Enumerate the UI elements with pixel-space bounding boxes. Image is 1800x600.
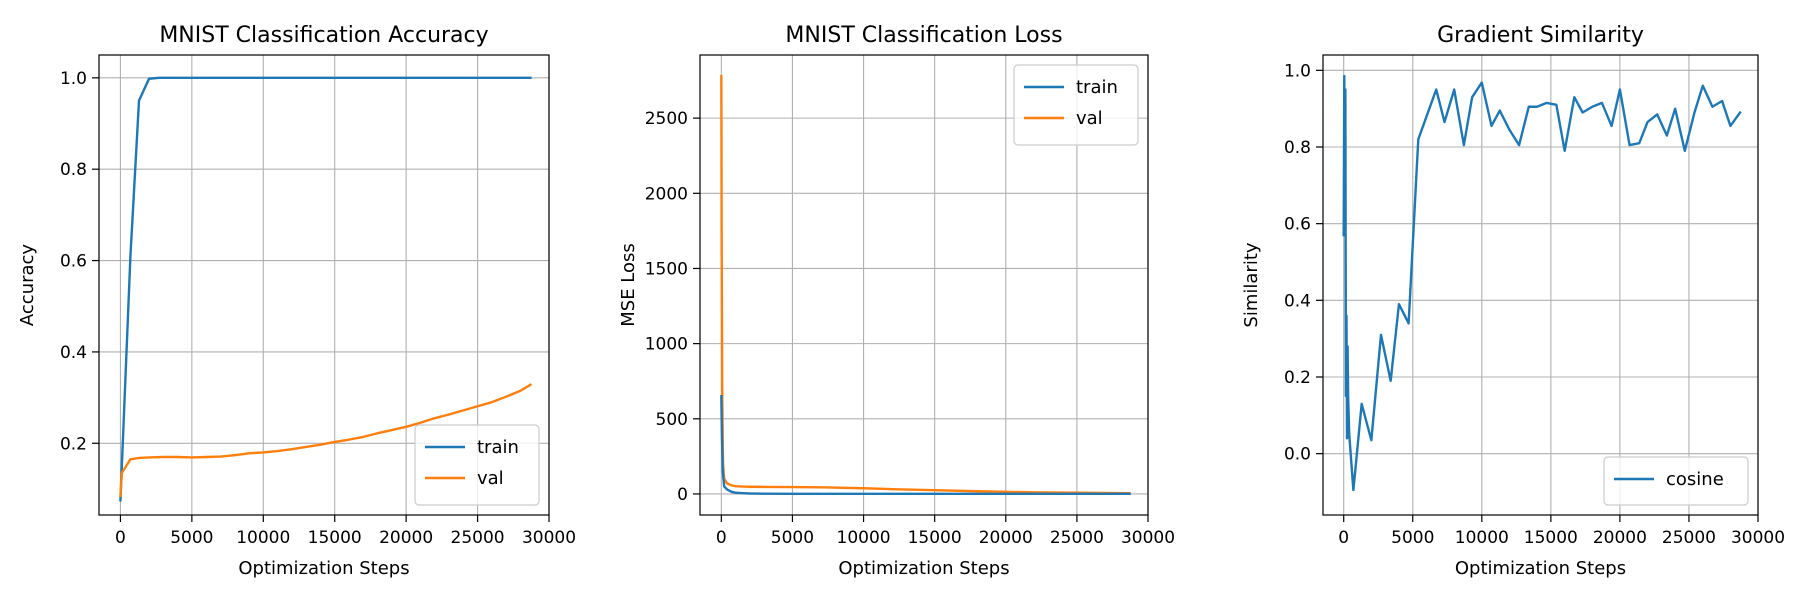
y-tick-label: 1500 bbox=[645, 259, 688, 279]
legend: train val bbox=[1013, 64, 1139, 146]
y-tick-label: 0.8 bbox=[1284, 138, 1311, 158]
y-tick-label: 2500 bbox=[645, 109, 688, 129]
plot-frame bbox=[1322, 54, 1759, 516]
series-group bbox=[720, 74, 1131, 495]
y-tick-label: 1.0 bbox=[1284, 61, 1311, 81]
x-tick-label: 20000 bbox=[979, 528, 1033, 548]
x-axis-label: Optimization Steps bbox=[1455, 558, 1626, 579]
x-tick-label: 10000 bbox=[837, 528, 891, 548]
y-tick-label: 0.2 bbox=[60, 434, 87, 454]
y-axis-label: MSE Loss bbox=[618, 243, 639, 327]
x-tick-label: 20000 bbox=[379, 528, 433, 548]
chart-title: MNIST Classification Loss bbox=[785, 23, 1062, 48]
x-tick-label: 10000 bbox=[236, 528, 290, 548]
x-tick-label: 15000 bbox=[908, 528, 962, 548]
y-tick-label: 0.2 bbox=[1284, 368, 1311, 388]
y-tick-label: 0.8 bbox=[60, 160, 87, 180]
legend-label-val: val bbox=[477, 468, 504, 489]
series-group bbox=[1342, 74, 1742, 492]
x-tick-label: 5000 bbox=[771, 528, 814, 548]
series-line-val bbox=[119, 383, 533, 498]
x-tick-label: 5000 bbox=[170, 528, 213, 548]
x-tick-label: 25000 bbox=[1050, 528, 1104, 548]
x-tick-label: 30000 bbox=[1121, 528, 1175, 548]
y-axis-label: Accuracy bbox=[17, 244, 38, 327]
x-axis-label: Optimization Steps bbox=[838, 558, 1009, 579]
x-tick-label: 0 bbox=[716, 528, 727, 548]
legend-label-val: val bbox=[1076, 108, 1103, 129]
accuracy-chart: MNIST Classification Accuracy Optimizati… bbox=[17, 23, 576, 579]
x-tick-label: 5000 bbox=[1391, 528, 1434, 548]
y-tick-label: 0.4 bbox=[1284, 291, 1311, 311]
x-tick-label: 15000 bbox=[1524, 528, 1578, 548]
y-tick-label: 500 bbox=[656, 410, 688, 430]
x-tick-label: 20000 bbox=[1593, 528, 1647, 548]
series-line-train bbox=[720, 395, 1131, 495]
y-tick-label: 1000 bbox=[645, 335, 688, 355]
loss-chart: MNIST Classification Loss Optimization S… bbox=[618, 23, 1175, 579]
y-tick-label: 1.0 bbox=[60, 69, 87, 89]
legend-box bbox=[414, 424, 540, 506]
legend-label-train: train bbox=[1076, 77, 1118, 98]
legend: cosine bbox=[1603, 456, 1749, 506]
legend-label-cosine: cosine bbox=[1666, 469, 1724, 490]
legend-box bbox=[1603, 456, 1749, 506]
x-tick-label: 15000 bbox=[308, 528, 362, 548]
y-tick-label: 0 bbox=[677, 485, 688, 505]
series-line-cosine bbox=[1342, 74, 1742, 492]
legend-box bbox=[1013, 64, 1139, 146]
y-tick-label: 0.6 bbox=[60, 252, 87, 272]
y-tick-label: 0.4 bbox=[60, 343, 87, 363]
x-tick-label: 10000 bbox=[1455, 528, 1509, 548]
gradient-similarity-chart: Gradient Similarity Optimization Steps S… bbox=[1241, 23, 1785, 579]
legend-label-train: train bbox=[477, 437, 519, 458]
y-tick-label: 0.0 bbox=[1284, 445, 1311, 465]
series-line-train bbox=[119, 76, 532, 502]
x-tick-label: 0 bbox=[1338, 528, 1349, 548]
x-axis-label: Optimization Steps bbox=[238, 558, 409, 579]
chart-title: MNIST Classification Accuracy bbox=[159, 23, 488, 48]
x-tick-label: 0 bbox=[115, 528, 126, 548]
y-tick-label: 2000 bbox=[645, 184, 688, 204]
series-group bbox=[119, 76, 533, 502]
chart-title: Gradient Similarity bbox=[1437, 23, 1644, 48]
x-tick-label: 30000 bbox=[1731, 528, 1785, 548]
legend: train val bbox=[414, 424, 540, 506]
plot-frame bbox=[699, 54, 1149, 516]
y-tick-label: 0.6 bbox=[1284, 215, 1311, 235]
x-tick-label: 25000 bbox=[451, 528, 505, 548]
grid bbox=[99, 55, 550, 515]
x-tick-label: 30000 bbox=[522, 528, 576, 548]
y-axis-label: Similarity bbox=[1241, 242, 1262, 327]
plot-frame bbox=[98, 54, 550, 516]
x-tick-label: 25000 bbox=[1662, 528, 1716, 548]
